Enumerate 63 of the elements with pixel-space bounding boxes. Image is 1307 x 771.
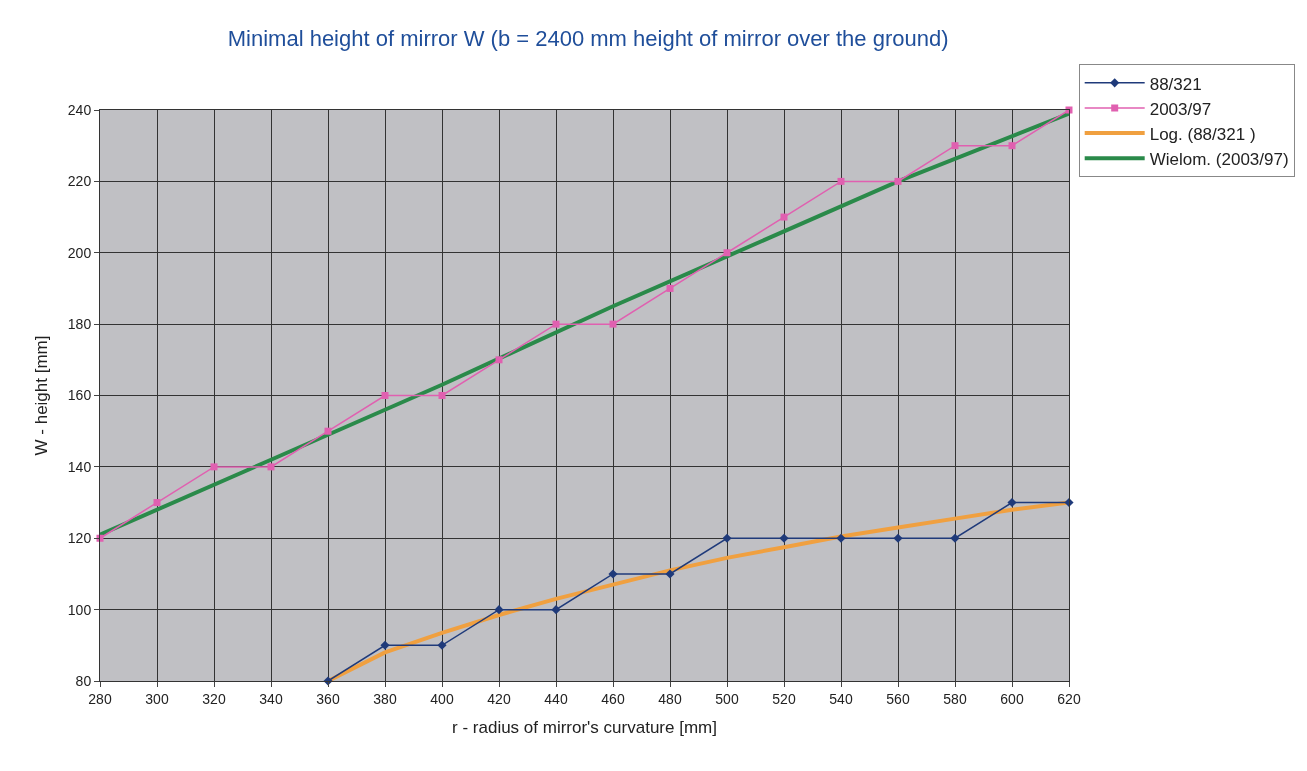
- x-tick-label: 420: [487, 690, 511, 707]
- y-tick-label: 140: [67, 458, 92, 475]
- point: [324, 427, 332, 435]
- point: [380, 640, 390, 650]
- point: [950, 533, 960, 543]
- x-tick-label: 280: [88, 690, 112, 707]
- x-tick-label: 600: [1000, 690, 1024, 707]
- point: [1007, 498, 1017, 508]
- y-tick-label: 100: [67, 601, 92, 618]
- x-tick-label: 300: [145, 690, 169, 707]
- point: [210, 463, 218, 471]
- x-tick-label: 400: [430, 690, 454, 707]
- x-tick-label: 580: [943, 690, 967, 707]
- legend-label: Log. (88/321 ): [1149, 124, 1256, 144]
- point: [666, 284, 674, 292]
- x-tick-label: 480: [658, 690, 682, 707]
- point: [495, 356, 503, 364]
- x-axis-title: r - radius of mirror's curvature [mm]: [452, 718, 717, 738]
- point: [1064, 498, 1074, 508]
- point: [951, 142, 959, 150]
- point: [437, 640, 447, 650]
- point: [552, 320, 560, 328]
- x-tick-label: 620: [1057, 690, 1081, 707]
- point: [893, 533, 903, 543]
- x-tick-label: 460: [601, 690, 625, 707]
- point: [494, 605, 504, 615]
- x-tick-label: 360: [316, 690, 340, 707]
- chart-title: Minimal height of mirror W (b = 2400 mm height of mirror over the ground): [227, 26, 949, 52]
- x-tick-label: 380: [373, 690, 397, 707]
- legend-label: 2003/97: [1149, 99, 1212, 119]
- y-tick-label: 200: [67, 244, 92, 261]
- x-tick-label: 340: [259, 690, 283, 707]
- point: [779, 533, 789, 543]
- point: [551, 605, 561, 615]
- y-tick-label: 160: [67, 387, 92, 404]
- x-tick-label: 500: [715, 690, 739, 707]
- point: [780, 213, 788, 221]
- point: [381, 392, 389, 399]
- legend-label: Wielom. (2003/97): [1149, 149, 1289, 169]
- y-tick-label: 80: [75, 672, 92, 689]
- point: [609, 320, 617, 328]
- point: [837, 177, 845, 185]
- x-tick-label: 540: [829, 690, 853, 707]
- x-tick-label: 560: [886, 690, 910, 707]
- legend-label: 88/321: [1149, 74, 1202, 94]
- x-tick-label: 320: [202, 690, 226, 707]
- point: [894, 177, 902, 185]
- point: [438, 392, 446, 399]
- point: [153, 499, 161, 507]
- y-axis-title: W - height [mm]: [32, 335, 52, 456]
- y-tick-label: 240: [67, 101, 92, 118]
- point: [722, 533, 732, 543]
- y-tick-label: 180: [67, 316, 92, 333]
- x-tick-label: 520: [772, 690, 796, 707]
- point: [723, 249, 731, 257]
- y-tick-label: 220: [67, 173, 92, 190]
- point: [665, 569, 675, 579]
- point: [836, 533, 846, 543]
- point: [267, 463, 275, 471]
- y-tick-label: 120: [67, 530, 92, 547]
- point: [1008, 142, 1016, 150]
- x-tick-label: 440: [544, 690, 568, 707]
- point: [608, 569, 618, 579]
